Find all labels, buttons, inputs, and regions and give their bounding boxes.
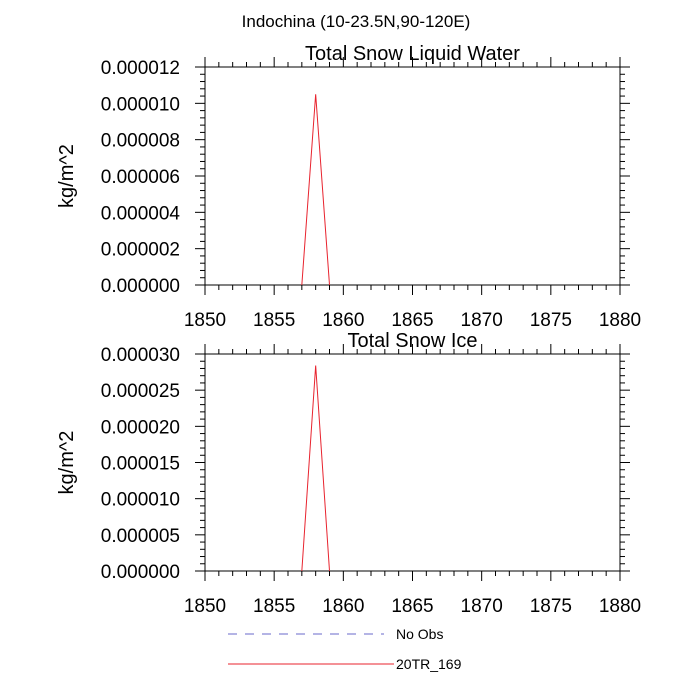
y-tick-label: 0.000030 [101,345,180,366]
plot-panels: Total Snow Liquid Water kg/m^2 1850 1855 186… [56,43,641,617]
y-tick-label: 0.000015 [101,454,180,475]
series-line-20tr-169 [301,94,330,286]
y-tick-label: 0.000000 [101,276,180,297]
y-tick-label: 0.000005 [101,526,180,547]
panel-title: Total Snow Liquid Water [305,43,520,65]
y-tick-label: 0.000004 [101,203,181,224]
panel-title: Total Snow Ice [347,330,477,352]
y-tick-label: 0.000000 [101,562,180,583]
y-tick-label: 0.000010 [101,490,180,511]
x-tick-label: 1855 [253,596,295,617]
x-tick-label: 1875 [530,596,572,617]
y-axis-label: kg/m^2 [56,144,78,208]
legend-label-20tr-169: 20TR_169 [396,656,462,672]
plot-panel-2: Total Snow Ice kg/m^2 1850 1855 1860 1865 1870… [56,330,641,617]
x-tick-label: 1865 [391,596,433,617]
x-tick-label: 1880 [599,596,641,617]
x-tick-label: 1855 [253,310,295,331]
y-tick-label: 0.000010 [101,94,180,115]
y-tick-label: 0.000008 [101,131,180,152]
y-tick-label: 0.000006 [101,167,180,188]
series-line-20tr-169 [301,365,330,572]
y-tick-label: 0.000002 [101,240,180,261]
x-tick-label: 1850 [184,310,226,331]
plot-frame [204,353,621,572]
x-tick-label: 1860 [322,596,364,617]
x-tick-label: 1850 [184,596,226,617]
y-axis-label: kg/m^2 [56,431,78,495]
x-tick-label: 1870 [461,310,503,331]
plot-frame [204,66,621,286]
x-tick-label: 1860 [322,310,364,331]
x-tick-label: 1875 [530,310,572,331]
x-tick-label: 1880 [599,310,641,331]
x-tick-label: 1865 [391,310,433,331]
plot-panel-1: Total Snow Liquid Water kg/m^2 1850 1855 186… [56,43,641,331]
y-tick-label: 0.000025 [101,381,180,402]
x-tick-label: 1870 [461,596,503,617]
y-tick-label: 0.000012 [101,58,180,79]
legend-label-no-obs: No Obs [396,626,443,642]
legend: No Obs 20TR_169 [228,626,462,672]
figure-title: Indochina (10-23.5N,90-120E) [242,12,471,31]
y-tick-label: 0.000020 [101,417,180,438]
